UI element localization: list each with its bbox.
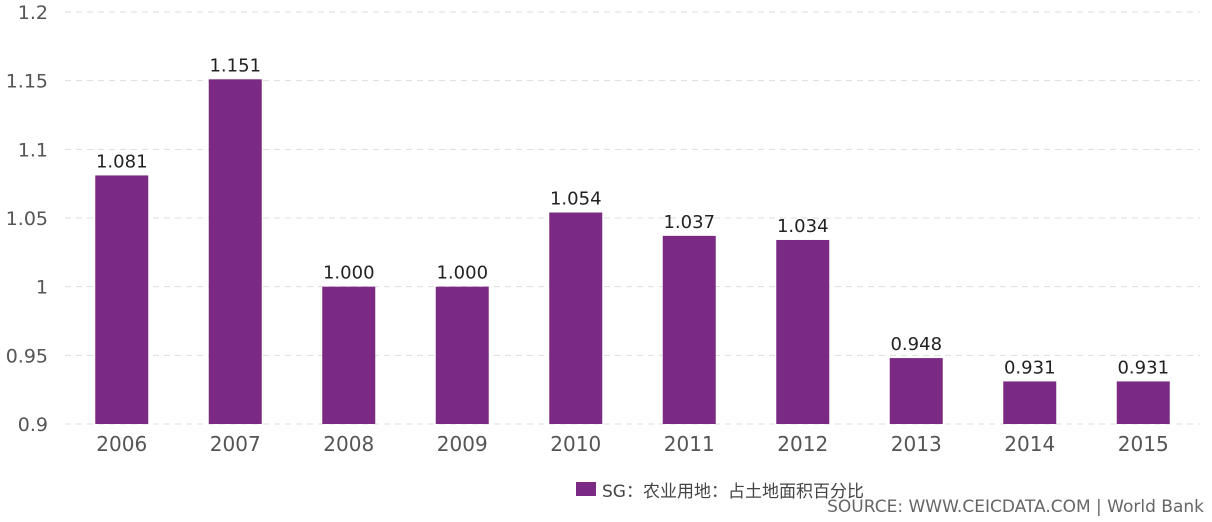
bar [322,286,376,424]
bar [208,79,262,424]
bar [662,235,716,424]
x-tick-label: 2006 [96,432,147,456]
x-tick-label: 2013 [891,432,942,456]
y-tick-label: 1.2 [18,2,48,24]
y-tick-label: 0.9 [18,414,48,436]
bar [889,358,943,424]
bar [1003,381,1057,424]
data-label: 1.054 [550,189,602,210]
x-tick-label: 2007 [210,432,261,456]
x-tick-label: 2011 [664,432,715,456]
x-tick-label: 2010 [550,432,601,456]
data-label: 1.037 [663,212,715,233]
legend-swatch [576,482,596,496]
bar [95,175,149,424]
data-label: 1.000 [323,263,375,284]
x-tick-label: 2014 [1004,432,1055,456]
x-tick-label: 2012 [777,432,828,456]
data-label: 1.000 [436,263,488,284]
x-tick-label: 2008 [323,432,374,456]
data-label: 0.931 [1004,357,1056,378]
source-note: SOURCE: WWW.CEICDATA.COM | World Bank [827,497,1204,517]
legend-label: SG：农业用地：占土地面积百分比 [602,481,864,502]
x-tick-label: 2009 [437,432,488,456]
data-label: 0.931 [1117,357,1169,378]
y-tick-label: 1.15 [6,71,48,93]
bar [1116,381,1170,424]
x-tick-label: 2015 [1118,432,1169,456]
data-label: 1.151 [209,55,261,76]
y-tick-label: 0.95 [6,345,48,367]
bar [435,286,489,424]
y-tick-label: 1.05 [6,208,48,230]
y-tick-label: 1 [36,277,48,299]
data-label: 1.034 [777,216,829,237]
y-tick-label: 1.1 [18,139,48,161]
data-label: 0.948 [890,334,942,355]
bar [776,239,830,424]
bar [549,212,603,424]
data-label: 1.081 [96,151,148,172]
legend: SG：农业用地：占土地面积百分比 [576,478,864,502]
